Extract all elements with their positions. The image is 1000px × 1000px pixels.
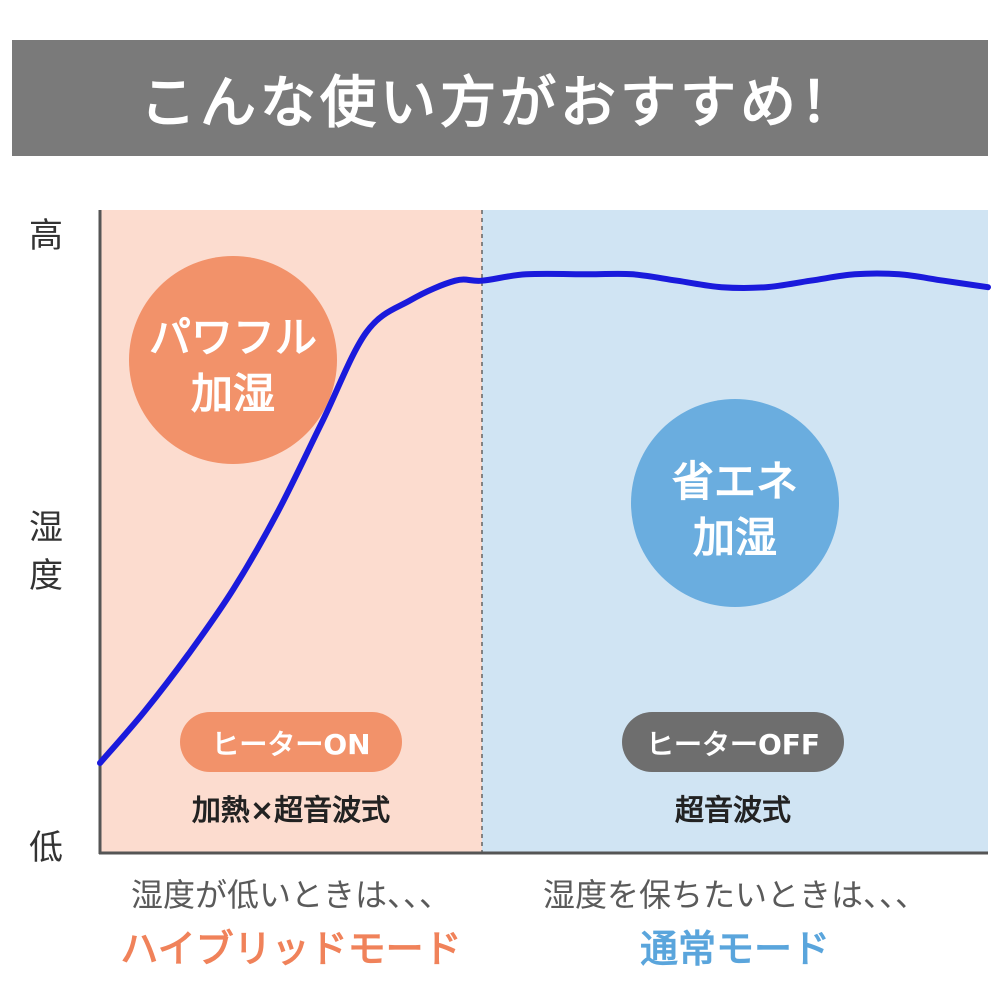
powerful-humidify-badge bbox=[129, 256, 337, 464]
y-axis-low-label: 低 bbox=[29, 828, 63, 868]
eco-badge-line2: 加湿 bbox=[693, 513, 777, 562]
title-banner: こんな使い方がおすすめ！ bbox=[12, 40, 988, 156]
powerful-badge-line2: 加湿 bbox=[191, 369, 275, 418]
heat-ultrasonic-method-label: 加熱×超音波式 bbox=[192, 793, 390, 827]
y-axis-title-line2: 度 bbox=[29, 556, 63, 596]
powerful-badge-line1: パワフル bbox=[149, 313, 317, 362]
eco-humidify-badge bbox=[631, 399, 839, 607]
heater-off-label: ヒーターOFF bbox=[646, 728, 820, 761]
heater-off-pill bbox=[622, 712, 844, 772]
hybrid-mode-label: ハイブリッドモード bbox=[120, 927, 462, 971]
humidity-series-line bbox=[97, 270, 991, 766]
normal-condition-text: 湿度を保ちたいときは、、、 bbox=[542, 876, 927, 914]
heater-on-label: ヒーターON bbox=[211, 728, 370, 761]
ultrasonic-method-label: 超音波式 bbox=[675, 793, 791, 827]
hybrid-condition-text: 湿度が低いときは、、、 bbox=[130, 876, 451, 914]
eco-badge-line1: 省エネ bbox=[672, 457, 798, 506]
page-title: こんな使い方がおすすめ！ bbox=[140, 70, 860, 136]
y-axis-title-line1: 湿 bbox=[29, 508, 63, 548]
y-axis-high-label: 高 bbox=[29, 216, 63, 256]
normal-mode-label: 通常モード bbox=[639, 927, 830, 971]
heater-on-pill bbox=[180, 712, 402, 772]
